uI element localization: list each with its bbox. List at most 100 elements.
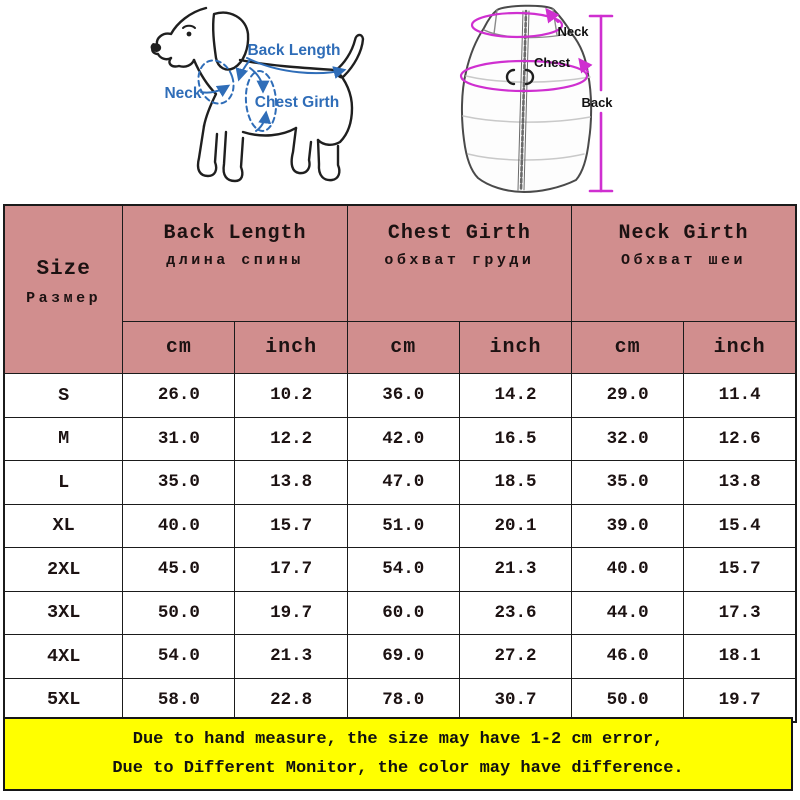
measurement-value: 46.0 [571,634,685,679]
measurement-value: 23.6 [458,590,573,635]
size-value: 3XL [3,590,124,635]
table-row: 2XL 45.0 17.7 54.0 21.3 40.0 15.7 [3,547,797,592]
dog-diagram: Back Length Neck Chest Girth [150,6,365,183]
measurement-value: 12.2 [234,416,348,461]
header-chest-girth: Chest Girth обхват груди [346,204,573,322]
measurement-value: 35.0 [571,460,685,505]
measurement-value: 51.0 [346,503,460,548]
measurement-value: 17.7 [234,547,348,592]
dog-chest-girth-label: Chest Girth [255,94,339,111]
measurement-value: 50.0 [571,677,685,723]
header-chest-girth-en: Chest Girth [387,222,531,245]
measurement-value: 26.0 [122,373,236,418]
dog-chest-measure-ellipse [244,70,278,132]
measurement-value: 21.3 [458,547,573,592]
size-table: Size Размер Back Length длина спины Ches… [3,204,797,723]
measurement-value: 40.0 [571,547,685,592]
measurement-value: 47.0 [346,460,460,505]
table-row: XL 40.0 15.7 51.0 20.1 39.0 15.4 [3,503,797,548]
measurement-value: 18.1 [683,634,797,679]
measurement-value: 15.4 [683,503,797,548]
measurement-value: 31.0 [122,416,236,461]
measurement-value: 20.1 [458,503,573,548]
vest-neck-label: Neck [557,24,589,39]
size-table-body: S 26.0 10.2 36.0 14.2 29.0 11.4 M 31.0 12.2 42.0 16… [3,373,797,723]
unit-back-length-inch: inch [234,321,348,374]
size-table-header: Size Размер Back Length длина спины Ches… [3,204,797,374]
table-row: S 26.0 10.2 36.0 14.2 29.0 11.4 [3,373,797,418]
measurement-value: 58.0 [122,677,236,723]
measurement-value: 42.0 [346,416,460,461]
size-value: L [3,460,124,505]
measurement-value: 36.0 [346,373,460,418]
vest-diagram: Neck Chest Back [459,4,614,193]
header-neck-girth-en: Neck Girth [618,222,749,245]
dog-back-length-label: Back Length [247,42,340,59]
vest-back-label: Back [581,95,613,110]
measurement-value: 54.0 [346,547,460,592]
header-size-ru: Размер [26,290,102,307]
dog-nose [150,43,162,52]
dog-measure-annotations [197,57,347,132]
vest-d-ring [505,68,535,86]
measurement-value: 78.0 [346,677,460,723]
measurement-value: 35.0 [122,460,236,505]
vest-chest-arrow [578,57,593,74]
measurement-value: 45.0 [122,547,236,592]
table-row: M 31.0 12.2 42.0 16.5 32.0 12.6 [3,416,797,461]
chest-bottom-arrow [255,110,272,132]
unit-chest-girth-cm: cm [346,321,460,374]
measurement-value: 21.3 [234,634,348,679]
vest-neck-arrow [545,7,560,24]
measurement-value: 19.7 [683,677,797,723]
measurement-value: 69.0 [346,634,460,679]
table-row: L 35.0 13.8 47.0 18.5 35.0 13.8 [3,460,797,505]
dog-eyebrow [182,24,196,29]
measurement-value: 60.0 [346,590,460,635]
measurement-value: 22.8 [234,677,348,723]
header-size: Size Размер [3,204,124,374]
measurement-value: 40.0 [122,503,236,548]
measurement-value: 13.8 [683,460,797,505]
header-back-length-ru: длина спины [166,252,304,269]
back-length-neck-arrow [235,59,251,82]
dog-outline-drawing [151,6,365,183]
vest-measure-annotations [459,7,614,193]
size-value: 5XL [3,677,124,723]
measurement-value: 19.7 [234,590,348,635]
measurement-value: 15.7 [234,503,348,548]
measurement-value: 32.0 [571,416,685,461]
disclaimer-line-2: Due to Different Monitor, the color may … [112,759,684,779]
header-back-length: Back Length длина спины [122,204,348,322]
measurement-value: 50.0 [122,590,236,635]
neck-label-arrow [200,84,231,98]
table-row: 3XL 50.0 19.7 60.0 23.6 44.0 17.3 [3,590,797,635]
measurement-value: 13.8 [234,460,348,505]
unit-neck-girth-inch: inch [683,321,797,374]
size-value: 2XL [3,547,124,592]
vest-chest-label: Chest [534,55,571,70]
vest-neck-measure-ellipse [470,11,564,39]
dog-neck-measure-ellipse [197,59,235,105]
dog-eye [186,31,192,37]
measurement-value: 14.2 [458,373,573,418]
dog-neck-label: Neck [164,85,201,102]
measurement-value: 12.6 [683,416,797,461]
measurement-value: 44.0 [571,590,685,635]
size-value: 4XL [3,634,124,679]
measurement-value: 16.5 [458,416,573,461]
measurement-value: 29.0 [571,373,685,418]
header-neck-girth-ru: Обхват шеи [621,252,747,269]
header-chest-girth-ru: обхват груди [384,252,535,269]
header-size-en: Size [36,258,91,281]
measurement-value: 30.7 [458,677,573,723]
chest-top-arrow [249,67,270,94]
measurement-value: 27.2 [458,634,573,679]
unit-neck-girth-cm: cm [571,321,685,374]
size-value: M [3,416,124,461]
back-length-measure-line [246,57,347,79]
measurement-value: 15.7 [683,547,797,592]
header-back-length-en: Back Length [163,222,307,245]
measurement-value: 18.5 [458,460,573,505]
table-row: 5XL 58.0 22.8 78.0 30.7 50.0 19.7 [3,677,797,723]
